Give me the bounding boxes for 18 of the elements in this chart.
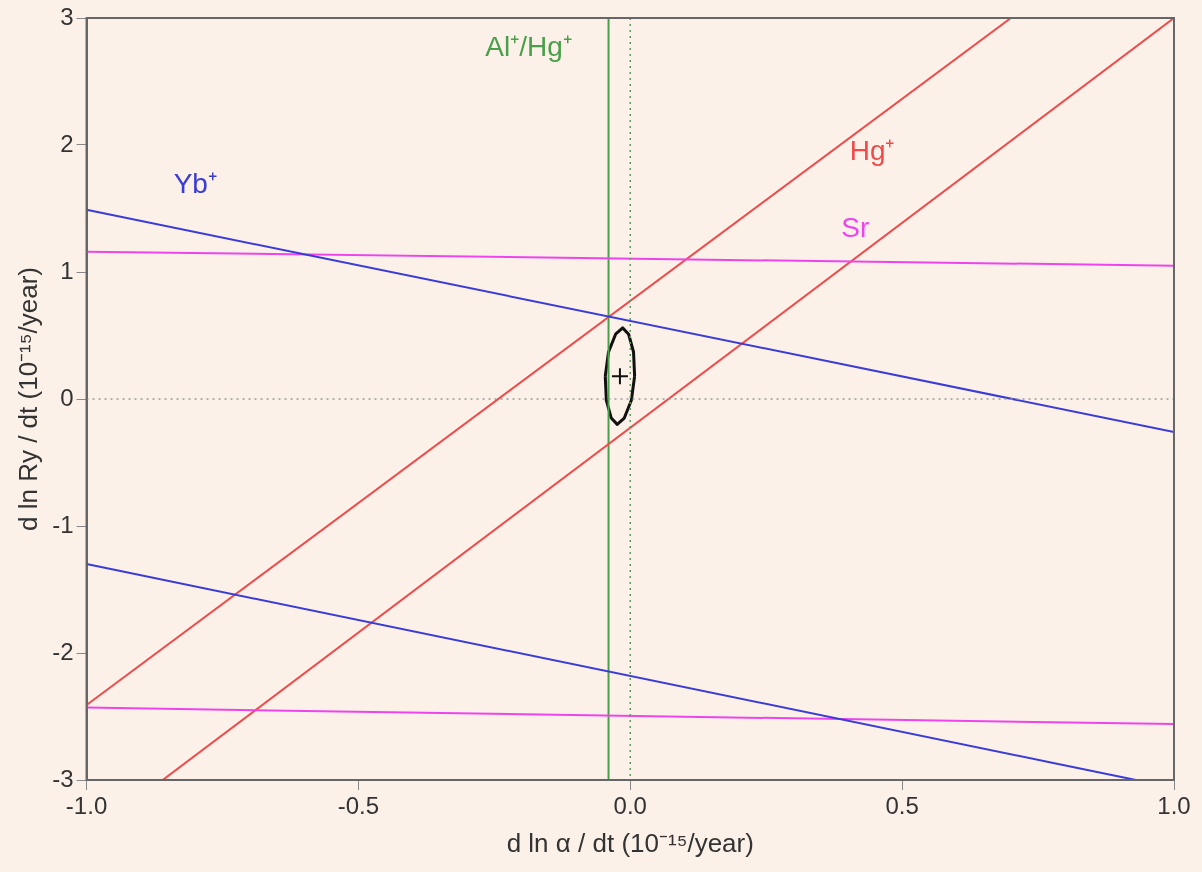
x-axis-title: d ln α / dt (10⁻¹⁵/year)	[506, 827, 754, 858]
x-tick-label: 0.0	[613, 792, 647, 820]
series-label: Sr	[841, 212, 870, 244]
x-tick-label: -1.0	[65, 792, 108, 820]
y-tick-label: 0	[60, 383, 74, 411]
x-tick-label: 1.0	[1157, 792, 1191, 820]
series-label: Al⁺/Hg⁺	[485, 31, 572, 63]
x-tick-label: -0.5	[337, 792, 380, 820]
y-axis-title: d ln Ry / dt (10⁻¹⁵/year)	[12, 267, 43, 531]
y-tick-label: -2	[52, 637, 74, 665]
series-label: Yb⁺	[173, 167, 217, 199]
y-tick-label: -1	[52, 510, 74, 538]
series-label: Hg⁺	[849, 135, 895, 167]
y-tick-label: -3	[52, 764, 74, 792]
y-tick-label: 2	[60, 129, 74, 157]
x-tick-label: 0.5	[885, 792, 919, 820]
y-tick-label: 3	[60, 2, 74, 30]
y-tick-label: 1	[60, 256, 74, 284]
